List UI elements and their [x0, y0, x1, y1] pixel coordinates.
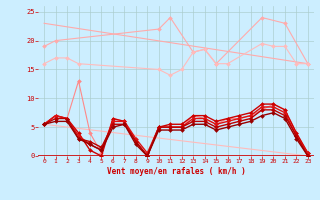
X-axis label: Vent moyen/en rafales ( km/h ): Vent moyen/en rafales ( km/h ) [107, 167, 245, 176]
